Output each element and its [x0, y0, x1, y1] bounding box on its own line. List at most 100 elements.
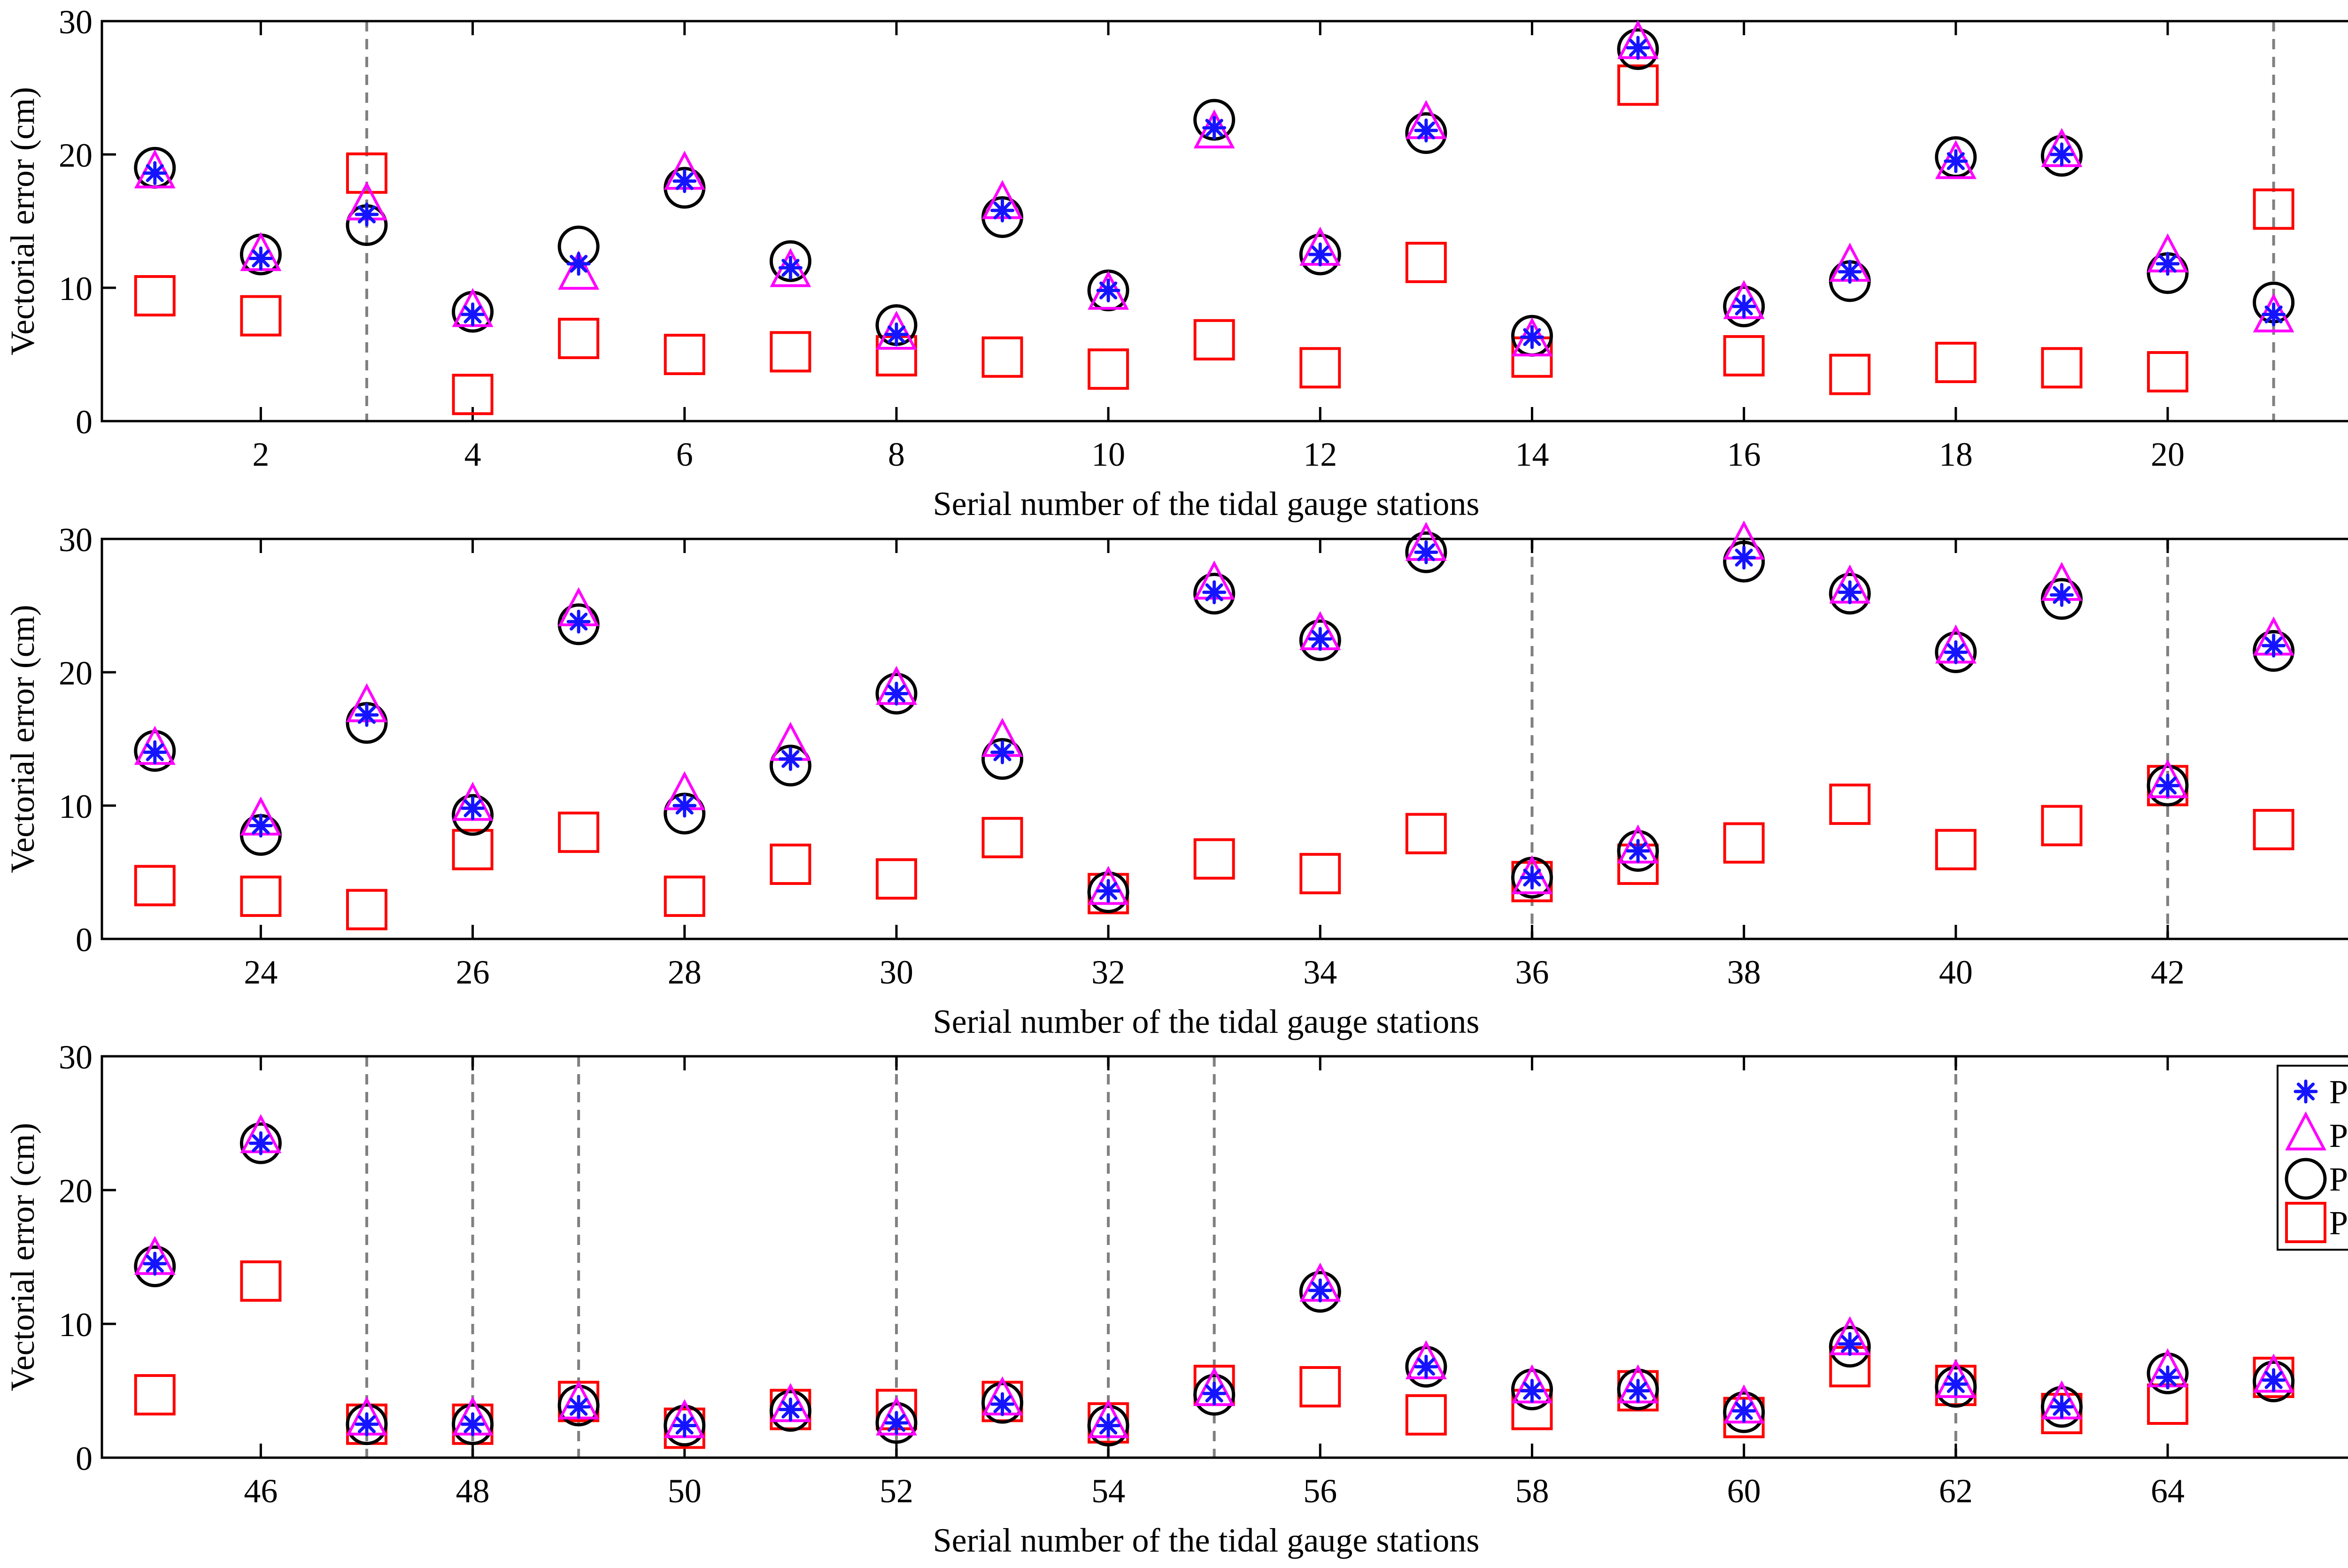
panel-2: 01020302426283032343638404244Serial numb…	[4, 520, 2348, 1040]
data-point-pe11	[990, 1392, 1015, 1416]
data-point-pe13	[134, 1245, 176, 1287]
data-point-pe21	[1405, 242, 1447, 284]
data-point-pe21	[240, 876, 282, 917]
data-point-pe13	[452, 794, 494, 836]
data-point-pe11	[1520, 865, 1544, 890]
data-point-pe13	[2040, 135, 2083, 177]
data-point-pe11	[248, 246, 273, 271]
data-point-pe11	[672, 169, 697, 193]
data-point-pe11	[2155, 1365, 2180, 1390]
panel-3: 01020304648505254565860626466Serial numb…	[4, 1038, 2348, 1559]
data-point-pe21	[981, 336, 1023, 378]
data-point-pe21	[240, 295, 282, 337]
data-point-pe11	[1414, 118, 1438, 143]
x-tick-label: 14	[1515, 436, 1549, 473]
panel-1: 0102030246810121416182022Serial number o…	[4, 3, 2348, 523]
data-point-pe11	[566, 609, 591, 634]
x-tick-label: 64	[2151, 1472, 2185, 1510]
data-point-pe11	[566, 1395, 591, 1419]
data-point-pe11	[990, 740, 1015, 764]
data-point-pe11	[248, 1131, 273, 1155]
data-point-pe11	[461, 302, 485, 327]
legend-marker-pe13	[2285, 1158, 2327, 1200]
data-point-pe11	[1096, 879, 1120, 903]
data-point-pe13	[1405, 1345, 1447, 1388]
axes-box	[100, 20, 2348, 423]
data-point-pe11	[1944, 640, 1968, 664]
data-point-pe21	[1935, 342, 1977, 384]
data-point-pe21	[664, 876, 705, 917]
data-point-pe13	[769, 240, 811, 282]
data-point-pe21	[346, 889, 387, 930]
x-tick-label: 2	[252, 436, 269, 473]
data-point-pe13	[1087, 1405, 1129, 1447]
data-point-pe11	[461, 1412, 485, 1437]
data-point-pe13	[2147, 764, 2189, 807]
y-axis-label: Vectorial error (cm)	[4, 605, 41, 873]
data-point-pe13	[769, 1390, 811, 1432]
data-point-pe13	[1405, 112, 1447, 154]
data-point-pe13	[769, 745, 811, 787]
data-point-pe11	[2049, 1395, 2074, 1419]
data-point-pe11	[1308, 242, 1332, 267]
data-point-pe13	[1193, 572, 1236, 615]
data-point-pe11	[1626, 36, 1650, 60]
data-point-pe11	[1202, 580, 1227, 605]
x-tick-label: 18	[1939, 436, 1973, 473]
data-point-pe11	[1202, 115, 1227, 140]
x-tick-label: 38	[1727, 953, 1761, 991]
x-tick-label: 58	[1515, 1472, 1549, 1510]
data-point-pe21	[2041, 805, 2083, 846]
data-point-pe11	[1308, 627, 1332, 651]
data-point-pe13	[1935, 1366, 1977, 1408]
x-tick-label: 40	[1939, 953, 1973, 991]
data-point-pe11	[1838, 1332, 1862, 1356]
data-point-pe13	[1299, 619, 1341, 661]
data-point-pe11	[1944, 149, 1968, 173]
legend: PE11 PE12 PE13 PE21	[2277, 1065, 2348, 1251]
series-pe13	[134, 531, 2295, 914]
x-tick-label: 20	[2151, 436, 2185, 473]
x-axis-label: Serial number of the tidal gauge station…	[933, 485, 1480, 523]
x-tick-label: 46	[244, 1472, 278, 1510]
data-point-pe21	[240, 1260, 282, 1302]
data-point-pe12	[1193, 109, 1235, 149]
data-point-pe11	[1838, 260, 1862, 284]
data-point-pe21	[1723, 822, 1765, 864]
x-axis-label: Serial number of the tidal gauge station…	[933, 1003, 1480, 1040]
data-point-pe11	[2262, 633, 2286, 658]
data-point-pe21	[2253, 809, 2294, 851]
x-tick-label: 32	[1091, 953, 1125, 991]
data-point-pe13	[875, 1402, 918, 1444]
data-point-pe11	[778, 1397, 803, 1422]
data-point-pe13	[1723, 540, 1765, 583]
y-tick-label: 0	[76, 921, 93, 959]
data-point-pe12	[1511, 855, 1553, 894]
data-point-pe12	[134, 149, 176, 189]
data-point-pe11	[143, 740, 167, 764]
data-point-pe13	[2253, 630, 2295, 672]
legend-label-pe21: PE21	[2329, 1204, 2348, 1242]
data-point-pe21	[1405, 813, 1447, 854]
data-point-pe11	[990, 198, 1015, 223]
x-tick-label: 62	[1939, 1472, 1973, 1510]
data-point-pe21	[1723, 335, 1765, 377]
y-tick-label: 10	[59, 788, 93, 825]
data-point-pe11	[2155, 252, 2180, 276]
data-point-pe21	[452, 829, 494, 870]
data-point-pe11	[1732, 294, 1756, 319]
series-pe21	[134, 64, 2294, 415]
x-tick-label: 60	[1727, 1472, 1761, 1510]
data-point-pe13	[2040, 1386, 2083, 1428]
data-point-pe13	[452, 1403, 494, 1445]
data-point-pe13	[1617, 830, 1659, 872]
y-axis-label: Vectorial error (cm)	[4, 1123, 41, 1391]
y-tick-label: 30	[59, 1038, 93, 1076]
data-point-pe11	[1308, 1278, 1332, 1303]
series-pe11	[143, 540, 2286, 903]
y-tick-label: 30	[59, 3, 93, 41]
data-point-pe13	[2253, 1360, 2295, 1403]
data-point-pe12	[1088, 866, 1129, 905]
x-tick-label: 54	[1091, 1472, 1125, 1510]
x-tick-label: 48	[456, 1472, 490, 1510]
